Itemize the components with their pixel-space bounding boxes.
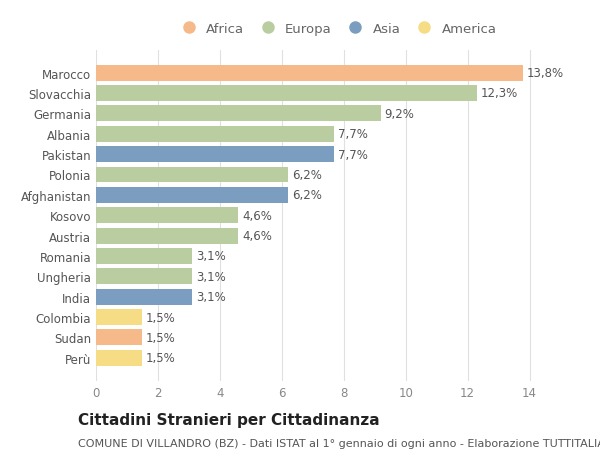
Text: 12,3%: 12,3% [481,87,518,100]
Bar [96,187,288,203]
Text: 1,5%: 1,5% [146,311,176,324]
Text: 4,6%: 4,6% [242,230,272,242]
Bar [96,269,192,285]
Bar [96,309,142,325]
Bar [96,289,192,305]
Text: 3,1%: 3,1% [196,270,226,283]
Text: 13,8%: 13,8% [527,67,564,80]
Text: 9,2%: 9,2% [385,107,415,121]
Bar [96,147,334,162]
Bar [96,248,192,264]
Text: 7,7%: 7,7% [338,128,368,141]
Text: 6,2%: 6,2% [292,168,322,182]
Bar [96,167,288,183]
Bar [96,350,142,366]
Text: 4,6%: 4,6% [242,209,272,222]
Bar [96,86,477,102]
Bar [96,330,142,346]
Bar [96,228,238,244]
Bar [96,66,523,81]
Text: 1,5%: 1,5% [146,352,176,364]
Bar [96,127,334,142]
Text: 7,7%: 7,7% [338,148,368,161]
Text: 3,1%: 3,1% [196,250,226,263]
Text: Cittadini Stranieri per Cittadinanza: Cittadini Stranieri per Cittadinanza [78,413,380,428]
Text: COMUNE DI VILLANDRO (BZ) - Dati ISTAT al 1° gennaio di ogni anno - Elaborazione : COMUNE DI VILLANDRO (BZ) - Dati ISTAT al… [78,438,600,448]
Text: 6,2%: 6,2% [292,189,322,202]
Bar [96,208,238,224]
Bar [96,106,381,122]
Text: 1,5%: 1,5% [146,331,176,344]
Legend: Africa, Europa, Asia, America: Africa, Europa, Asia, America [170,17,502,41]
Text: 3,1%: 3,1% [196,291,226,303]
